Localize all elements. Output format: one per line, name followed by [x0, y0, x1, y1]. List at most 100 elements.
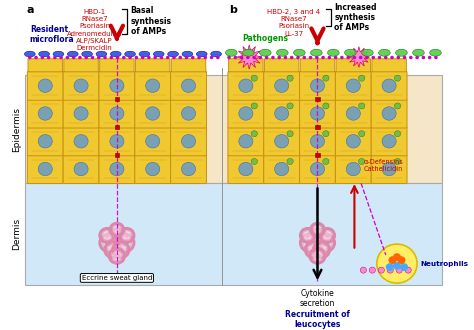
Polygon shape [237, 45, 262, 69]
Ellipse shape [182, 51, 193, 57]
Ellipse shape [346, 107, 360, 120]
Circle shape [122, 56, 126, 59]
Text: Cytokine
secretion: Cytokine secretion [300, 289, 335, 308]
Ellipse shape [110, 107, 124, 120]
FancyBboxPatch shape [135, 71, 171, 100]
Ellipse shape [168, 51, 178, 57]
Circle shape [47, 56, 50, 59]
FancyBboxPatch shape [99, 71, 135, 100]
Circle shape [290, 56, 293, 59]
FancyBboxPatch shape [264, 59, 299, 72]
Circle shape [365, 56, 369, 59]
FancyBboxPatch shape [171, 127, 207, 156]
Circle shape [252, 56, 256, 59]
Ellipse shape [274, 162, 289, 176]
Circle shape [251, 158, 257, 165]
Circle shape [287, 131, 293, 137]
Circle shape [287, 75, 293, 81]
Circle shape [102, 237, 115, 249]
Ellipse shape [362, 49, 373, 56]
Circle shape [434, 56, 438, 59]
FancyBboxPatch shape [371, 71, 407, 100]
Bar [115, 97, 119, 101]
Circle shape [386, 263, 394, 271]
Ellipse shape [82, 51, 92, 57]
Circle shape [384, 56, 388, 59]
Circle shape [315, 56, 319, 59]
Circle shape [353, 56, 356, 59]
Text: Neutrophils: Neutrophils [420, 261, 468, 267]
Circle shape [378, 56, 381, 59]
Bar [25, 75, 442, 183]
Circle shape [154, 56, 157, 59]
Circle shape [334, 56, 337, 59]
Circle shape [323, 103, 329, 109]
Ellipse shape [328, 49, 339, 56]
Circle shape [135, 56, 138, 59]
FancyBboxPatch shape [99, 154, 135, 183]
Ellipse shape [413, 49, 424, 56]
Circle shape [328, 56, 331, 59]
Circle shape [358, 75, 365, 81]
Ellipse shape [182, 79, 196, 92]
Ellipse shape [25, 51, 35, 57]
FancyBboxPatch shape [228, 71, 264, 100]
FancyBboxPatch shape [228, 99, 264, 128]
FancyBboxPatch shape [300, 59, 335, 72]
Circle shape [323, 158, 329, 165]
Circle shape [394, 131, 401, 137]
Ellipse shape [196, 51, 207, 57]
Bar [315, 125, 320, 129]
Ellipse shape [310, 49, 322, 56]
FancyBboxPatch shape [99, 99, 135, 128]
FancyBboxPatch shape [336, 99, 371, 128]
Circle shape [271, 56, 275, 59]
Circle shape [359, 56, 363, 59]
Circle shape [358, 103, 365, 109]
Text: Dermis: Dermis [12, 218, 21, 250]
Circle shape [246, 56, 250, 59]
Ellipse shape [38, 107, 52, 120]
Text: α-Defensins
Cathelicidin: α-Defensins Cathelicidin [364, 159, 403, 173]
Circle shape [378, 267, 384, 273]
Ellipse shape [74, 79, 88, 92]
Circle shape [234, 56, 237, 59]
Circle shape [287, 103, 293, 109]
Circle shape [259, 56, 262, 59]
Ellipse shape [74, 107, 88, 120]
FancyBboxPatch shape [300, 71, 336, 100]
Circle shape [115, 244, 127, 255]
Circle shape [393, 253, 401, 261]
Text: Increased
synthesis
of AMPs: Increased synthesis of AMPs [334, 3, 377, 32]
Circle shape [240, 56, 243, 59]
FancyBboxPatch shape [171, 71, 207, 100]
Circle shape [346, 56, 350, 59]
FancyBboxPatch shape [28, 59, 63, 72]
Circle shape [313, 225, 322, 234]
FancyBboxPatch shape [136, 59, 170, 72]
FancyBboxPatch shape [99, 127, 135, 156]
Ellipse shape [74, 135, 88, 148]
Ellipse shape [182, 135, 196, 148]
Circle shape [403, 56, 406, 59]
Ellipse shape [110, 51, 121, 57]
Circle shape [360, 267, 366, 273]
Bar [115, 125, 119, 129]
Circle shape [116, 56, 119, 59]
FancyBboxPatch shape [336, 154, 371, 183]
Circle shape [400, 263, 408, 271]
Circle shape [34, 56, 38, 59]
FancyBboxPatch shape [27, 71, 63, 100]
Ellipse shape [346, 162, 360, 176]
Ellipse shape [382, 162, 396, 176]
Text: HBD-1
RNase7
Psoriasin
Adrenomedullin
ALP/SKALP
Dermcidin: HBD-1 RNase7 Psoriasin Adrenomedullin AL… [67, 9, 122, 51]
Circle shape [394, 158, 401, 165]
Ellipse shape [53, 51, 64, 57]
Circle shape [302, 56, 306, 59]
Ellipse shape [274, 135, 289, 148]
Circle shape [251, 131, 257, 137]
Circle shape [390, 56, 394, 59]
Circle shape [389, 256, 397, 264]
Ellipse shape [310, 79, 325, 92]
FancyBboxPatch shape [63, 154, 99, 183]
